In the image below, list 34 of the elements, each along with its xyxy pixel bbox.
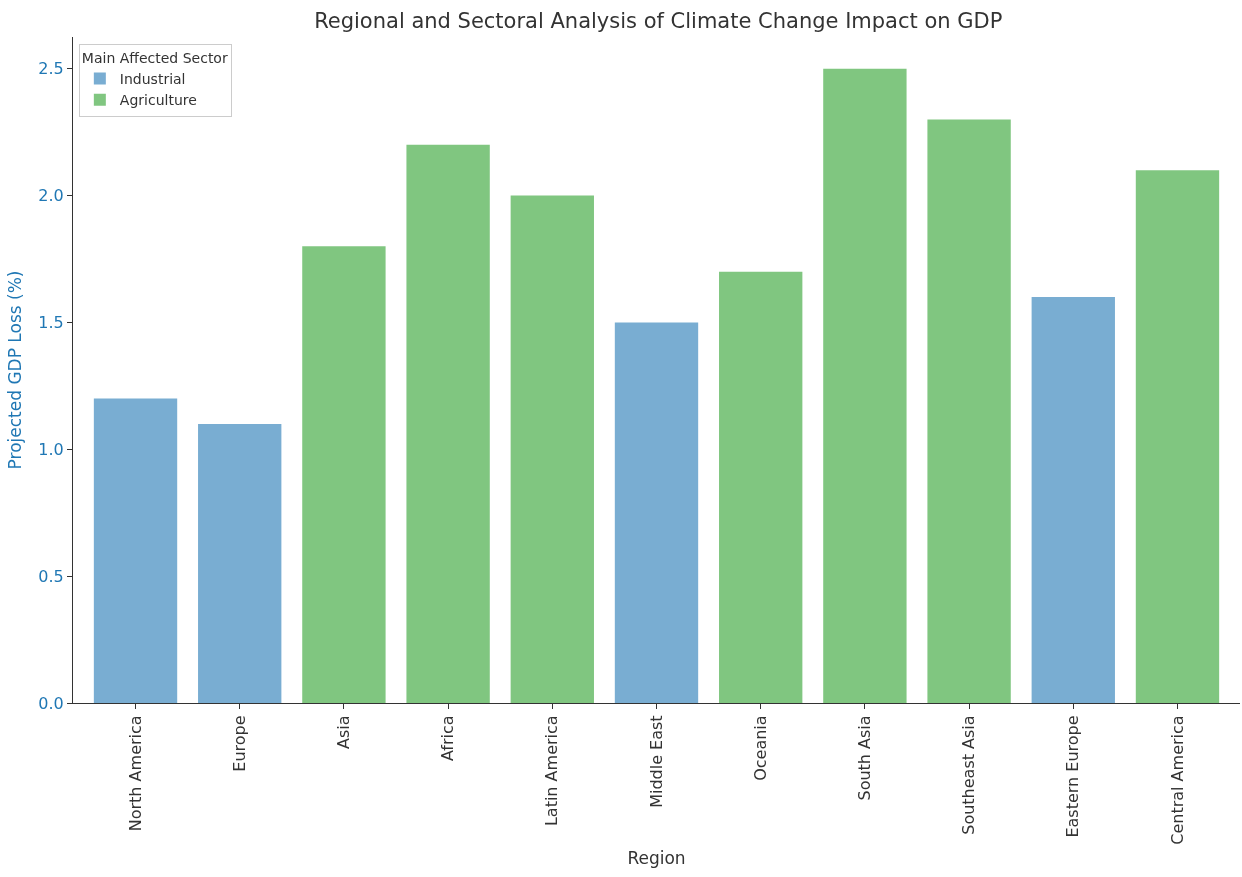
y-tick-label: 2.5 [38,59,64,79]
x-tick-label: Middle East [646,715,666,808]
x-axis-title: Region [627,848,686,869]
bar [302,246,386,703]
x-tick-label: North America [125,715,145,832]
legend-label: Industrial [119,70,186,87]
bar [1031,297,1115,703]
bar [198,423,282,703]
x-tick-label: Oceania [750,715,770,781]
bar [719,271,803,703]
x-tick-label: South Asia [855,715,875,801]
x-tick-label: Central America [1167,715,1187,845]
legend-title: Main Affected Sector [81,49,228,66]
x-tick-label: Europe [229,715,249,772]
x-tick-label: Africa [438,715,458,762]
x-tick-label: Eastern Europe [1063,715,1083,838]
y-axis-title: Projected GDP Loss (%) [4,270,25,470]
x-tick-label: Latin America [542,715,562,827]
y-tick-label: 0.5 [38,566,64,586]
chart-title: Regional and Sectoral Analysis of Climate Change Impact on GDP [314,8,1003,33]
legend-label: Agriculture [119,92,197,109]
bar [93,398,178,703]
y-tick-label: 0.0 [38,693,64,713]
bar [927,119,1011,703]
bar [614,322,699,703]
x-tick-label: Southeast Asia [959,715,979,835]
bar [406,144,490,703]
bar [1135,170,1220,703]
bar [510,195,594,703]
y-tick-label: 1.0 [38,439,64,459]
y-tick-label: 1.5 [38,313,64,333]
y-tick-label: 2.0 [38,186,64,206]
bar [823,68,907,703]
x-tick-label: Asia [334,715,354,749]
